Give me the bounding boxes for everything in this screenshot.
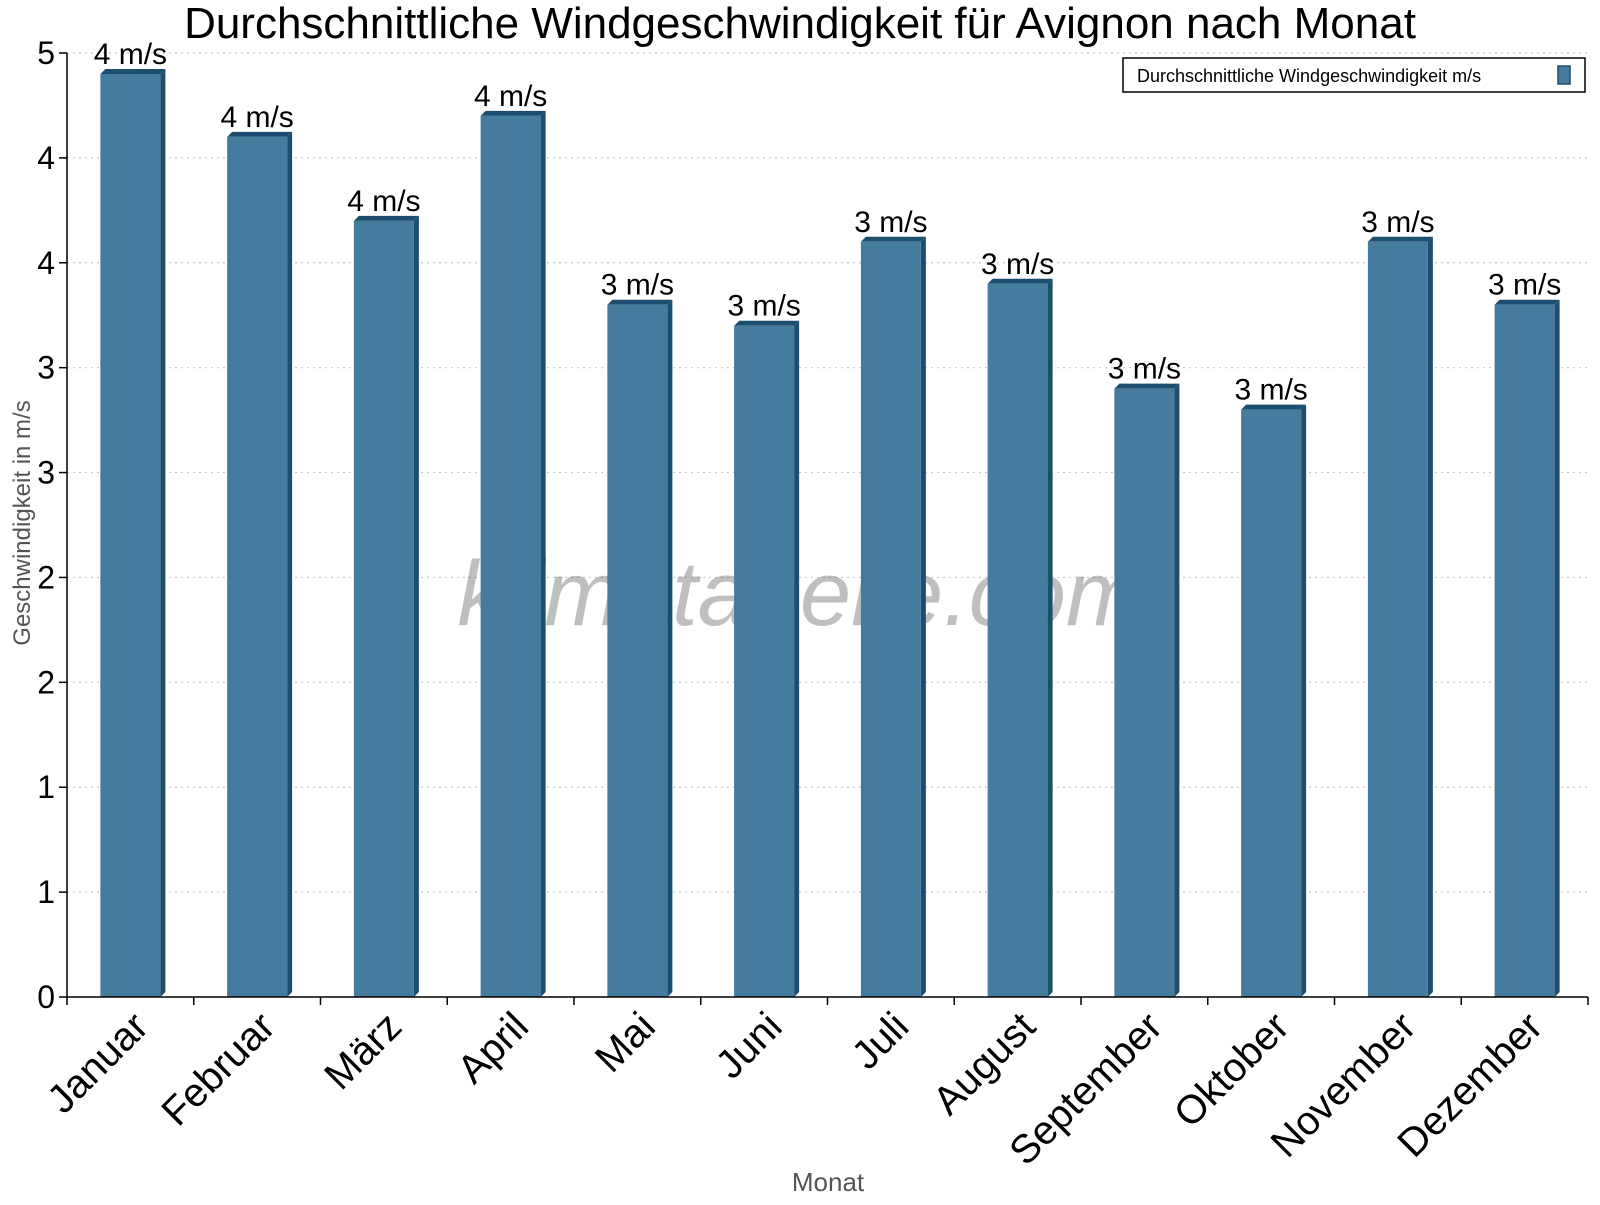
bar-side <box>794 320 800 997</box>
x-tick-label: Oktober <box>1166 1004 1298 1136</box>
x-tick-label: Januar <box>39 1004 157 1122</box>
data-label: 3 m/s <box>1361 206 1434 239</box>
data-label: 4 m/s <box>94 38 167 71</box>
bar-side <box>1554 299 1560 997</box>
y-axis-label: Geschwindigkeit in m/s <box>9 400 36 645</box>
data-label: 4 m/s <box>474 80 547 113</box>
bar-top <box>1367 236 1433 242</box>
y-tick-label: 2 <box>37 664 55 700</box>
bar-side <box>413 215 419 998</box>
bar-side <box>1047 278 1053 997</box>
bar-side <box>1427 236 1433 998</box>
bar <box>987 278 1053 997</box>
data-label: 3 m/s <box>727 290 800 323</box>
data-label: 3 m/s <box>1234 374 1307 407</box>
bar-top <box>1494 299 1560 305</box>
bar-front <box>987 283 1048 997</box>
data-label: 3 m/s <box>601 269 674 302</box>
bar-front <box>1494 304 1555 997</box>
legend: Durchschnittliche Windgeschwindigkeit m/… <box>1122 57 1586 93</box>
data-label: 3 m/s <box>981 248 1054 281</box>
bar-side <box>1301 404 1307 998</box>
bar <box>1114 383 1180 998</box>
bar-side <box>287 131 293 997</box>
data-label: 3 m/s <box>1488 269 1561 302</box>
bar <box>1367 236 1433 998</box>
bar-front <box>1367 241 1428 998</box>
y-tick-label: 4 <box>37 245 55 281</box>
bar <box>607 299 673 997</box>
bar-top <box>1114 383 1180 389</box>
bar-front <box>860 241 921 998</box>
x-tick-label: Juli <box>844 1004 918 1078</box>
bar-front <box>480 115 541 997</box>
bar <box>227 131 293 997</box>
bar-side <box>160 68 166 997</box>
data-label: 4 m/s <box>220 101 293 134</box>
bar <box>1241 404 1307 998</box>
legend-label: Durchschnittliche Windgeschwindigkeit m/… <box>1137 66 1481 86</box>
bar-side <box>1174 383 1180 998</box>
y-tick-label: 1 <box>37 874 55 910</box>
x-tick-label: Mai <box>587 1004 664 1081</box>
bar-front <box>1114 388 1175 998</box>
y-tick-label: 3 <box>37 455 55 491</box>
chart-title: Durchschnittliche Windgeschwindigkeit fü… <box>184 0 1416 48</box>
x-tick-label: August <box>925 1004 1044 1123</box>
bar-top <box>100 68 166 74</box>
bar-top <box>987 278 1053 284</box>
bar-front <box>1241 409 1302 998</box>
y-tick-labels: 0 1 1 2 2 3 3 4 4 5 <box>37 35 55 1015</box>
bar-front <box>734 325 795 997</box>
y-tick-label: 1 <box>37 769 55 805</box>
bar <box>1494 299 1560 997</box>
bar-top <box>607 299 673 305</box>
bar <box>734 320 800 997</box>
y-tick-label: 2 <box>37 559 55 595</box>
bar-top <box>734 320 800 326</box>
bar-front <box>227 136 288 997</box>
bar-front <box>607 304 668 997</box>
legend-swatch <box>1557 65 1571 85</box>
bar-front <box>100 73 161 997</box>
data-label: 3 m/s <box>854 206 927 239</box>
bar-side <box>920 236 926 998</box>
x-tick-label: Juni <box>707 1004 790 1087</box>
data-labels: 4 m/s 4 m/s 4 m/s 4 m/s 3 m/s 3 m/s 3 m/s 3 m/s… <box>94 38 1562 407</box>
x-tick-label: März <box>316 1004 410 1098</box>
bar-side <box>540 110 546 997</box>
bar-front <box>353 220 414 998</box>
bar-top <box>227 131 293 137</box>
bar <box>353 215 419 998</box>
x-tick-label: Februar <box>153 1004 283 1134</box>
gridlines <box>67 52 1588 893</box>
bar-top <box>860 236 926 242</box>
y-tick-label: 5 <box>37 35 55 71</box>
data-label: 4 m/s <box>347 185 420 218</box>
legend-box <box>1122 57 1586 93</box>
bars <box>100 68 1560 998</box>
data-label: 3 m/s <box>1108 353 1181 386</box>
bar-top <box>353 215 419 221</box>
y-tick-label: 0 <box>37 979 55 1015</box>
bar <box>100 68 166 997</box>
y-tick-label: 3 <box>37 350 55 386</box>
y-tick-label: 4 <box>37 140 55 176</box>
bar-top <box>1241 404 1307 410</box>
bar-top <box>480 110 546 116</box>
x-tick-label: April <box>449 1004 537 1092</box>
bar <box>860 236 926 998</box>
bar <box>480 110 546 997</box>
axes <box>59 52 1589 1005</box>
bar-side <box>667 299 673 997</box>
x-axis-label: Monat <box>792 1167 865 1197</box>
